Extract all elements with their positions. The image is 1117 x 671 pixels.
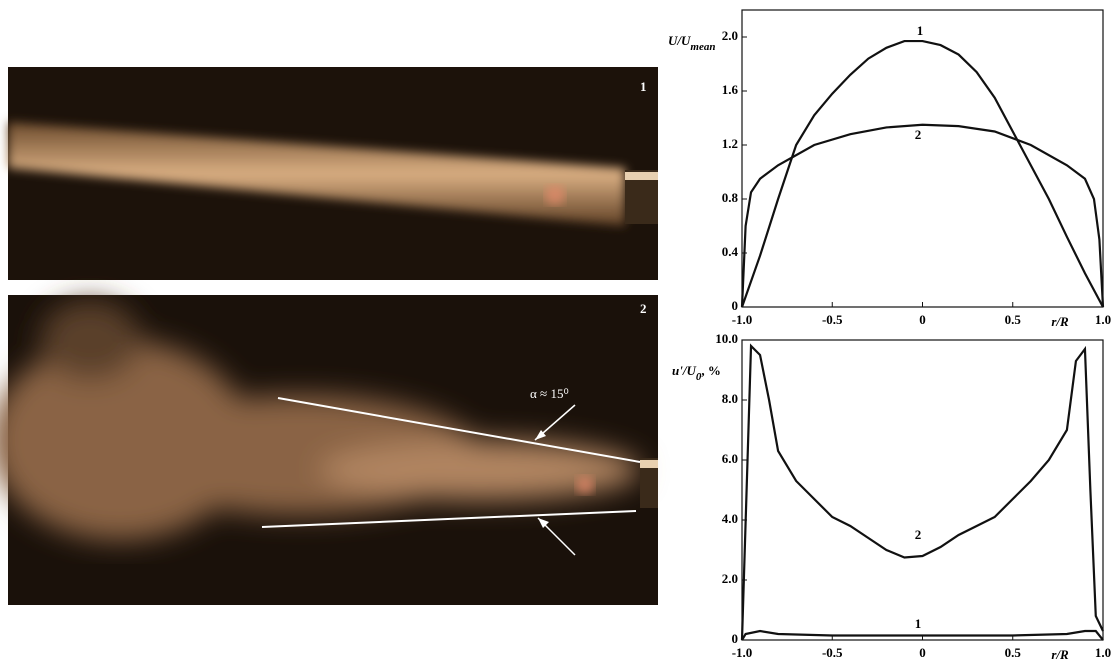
x-tick-label: -0.5 [822, 312, 843, 327]
photo-label: 1 [640, 79, 647, 94]
data-line [740, 123, 1105, 308]
data-line [740, 343, 1104, 641]
series-label: 2 [915, 127, 922, 142]
x-tick-label: 0.5 [1005, 645, 1022, 660]
series-label: 2 [915, 527, 922, 542]
plot-frame [741, 339, 1104, 641]
x-tick-label: -0.5 [822, 645, 843, 660]
y-axis-label-part: mean [690, 41, 715, 53]
y-tick-label: 8.0 [722, 391, 738, 406]
x-tick-label: -1.0 [732, 312, 753, 327]
y-axis-label-part: 0 [696, 371, 702, 383]
series-label: 1 [915, 616, 922, 631]
y-tick-label: 0 [732, 631, 739, 646]
data-line [741, 629, 1104, 641]
y-tick-label: 1.6 [722, 82, 739, 97]
photo-label: 2 [640, 301, 647, 316]
photo-1: 1 [8, 67, 658, 280]
plot-frame [741, 9, 1104, 308]
y-tick-label: 6.0 [722, 451, 738, 466]
photo-2: α ≈ 15⁰ 2 [0, 295, 658, 605]
y-axis-label: U/Umean [668, 33, 715, 53]
y-axis-label: u'/U0, % [672, 363, 721, 383]
y-tick-label: 0.8 [722, 190, 739, 205]
y-tick-label: 10.0 [715, 331, 738, 346]
y-axis-label-part: , % [701, 363, 721, 378]
x-tick-label: 1.0 [1095, 312, 1111, 327]
y-tick-label: 1.2 [722, 136, 738, 151]
data-line [740, 39, 1104, 308]
y-tick-label: 4.0 [722, 511, 738, 526]
x-tick-label: 0 [919, 312, 926, 327]
x-tick-label: -1.0 [732, 645, 753, 660]
y-tick-label: 0 [732, 298, 739, 313]
y-tick-label: 2.0 [722, 28, 738, 43]
x-tick-label: 0 [919, 645, 926, 660]
x-tick-label: 0.5 [1005, 312, 1022, 327]
y-axis-label-part: U/U [668, 33, 691, 48]
y-axis-label-part: u'/U [672, 363, 696, 378]
x-tick-label: 1.0 [1095, 645, 1111, 660]
x-axis-label: r/R [1051, 314, 1069, 329]
x-axis-label: r/R [1051, 647, 1069, 662]
angle-annotation: α ≈ 15⁰ [530, 386, 569, 401]
y-tick-label: 0.4 [722, 244, 739, 259]
series-label: 1 [917, 23, 924, 38]
y-tick-label: 2.0 [722, 571, 738, 586]
